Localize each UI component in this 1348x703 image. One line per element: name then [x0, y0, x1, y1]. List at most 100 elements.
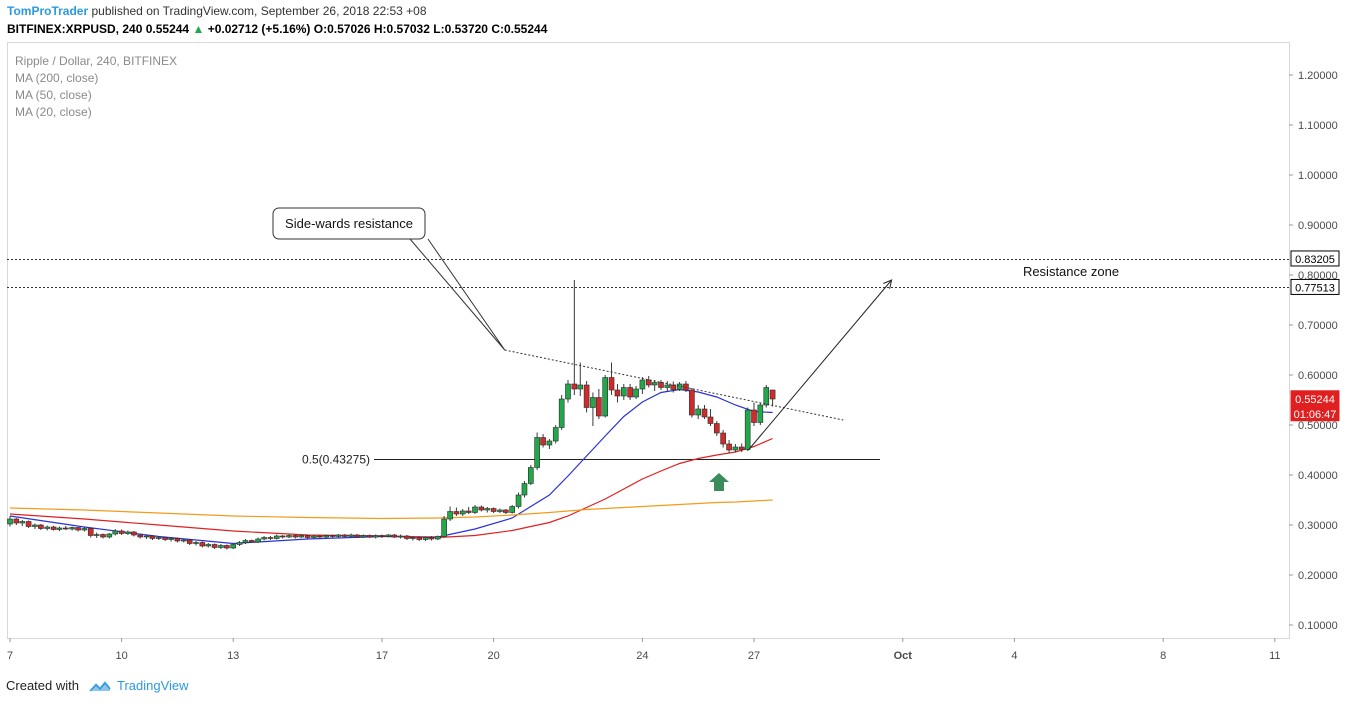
candle-body — [125, 531, 131, 534]
candle-body — [757, 404, 764, 423]
candle-body — [515, 494, 522, 507]
candle-body — [497, 509, 503, 512]
candle-body — [769, 389, 776, 400]
candle-body — [397, 535, 404, 538]
candle-body — [211, 544, 218, 548]
x-tick-label: 4 — [1011, 650, 1017, 662]
callout-text: Side-wards resistance — [285, 216, 413, 231]
close-label: C: — [491, 22, 504, 36]
candle-body — [385, 534, 392, 537]
candle-body — [87, 528, 94, 536]
candle-body — [81, 528, 88, 531]
price-tag-upper-text: 0.83205 — [1295, 254, 1335, 266]
y-tick-label: 0.50000 — [1298, 420, 1338, 432]
up-arrow-icon — [709, 473, 729, 491]
candle-body — [627, 387, 633, 398]
publish-text: published on TradingView.com, September … — [91, 4, 427, 18]
candle-body — [317, 535, 323, 538]
candle-body — [143, 535, 150, 538]
price-change: +0.02712 (+5.16%) — [207, 22, 311, 36]
candle-body — [534, 437, 540, 468]
candle-body — [453, 511, 460, 515]
y-tick-label: 0.10000 — [1298, 620, 1338, 632]
low-value: 0.53720 — [444, 22, 488, 36]
candle-body — [131, 531, 137, 536]
y-tick-label: 1.00000 — [1298, 170, 1338, 182]
study-ma200: MA (200, close) — [15, 71, 99, 85]
candle-body — [311, 535, 317, 538]
y-tick-label: 0.20000 — [1298, 570, 1338, 582]
y-tick-label: 0.40000 — [1298, 470, 1338, 482]
y-tick-label: 0.60000 — [1298, 370, 1338, 382]
x-tick-label: 17 — [376, 650, 388, 662]
candle-body — [422, 537, 429, 540]
candle-body — [224, 545, 230, 549]
candle-body — [751, 409, 757, 423]
candle-body — [434, 536, 441, 540]
study-ma50: MA (50, close) — [15, 88, 92, 102]
candle-body — [571, 383, 578, 390]
candle-body — [286, 535, 292, 538]
x-tick-label: 8 — [1160, 650, 1166, 662]
candle-body — [354, 534, 360, 538]
candle-body — [156, 537, 162, 539]
candle-body — [509, 506, 516, 513]
candle-body — [62, 527, 69, 530]
candle-body — [218, 545, 224, 548]
price-tag-upper: 0.83205 — [1290, 250, 1340, 267]
candle-body — [298, 535, 305, 538]
candle-body — [639, 379, 646, 390]
candle-body — [577, 384, 584, 390]
candle-body — [236, 542, 243, 545]
high-label: H: — [373, 22, 387, 36]
candle-body — [261, 537, 267, 540]
fib-level-label: 0.5(0.43275) — [302, 453, 370, 467]
candle-body — [267, 537, 274, 539]
y-tick-label: 0.90000 — [1298, 220, 1338, 232]
candle-body — [137, 534, 143, 538]
candle-body — [174, 538, 181, 542]
candle-body — [540, 437, 546, 446]
candle-body — [416, 537, 423, 540]
candle-body — [19, 521, 26, 524]
candle-body — [168, 538, 174, 540]
candle-body — [323, 535, 330, 538]
sidewards-resistance-trendline — [504, 349, 844, 421]
candle-body — [112, 530, 119, 535]
moving-average-line — [9, 499, 773, 520]
candle-body — [633, 388, 639, 398]
candle-body — [360, 535, 367, 538]
candle-body — [620, 387, 627, 397]
candle-body — [558, 398, 565, 428]
author-name[interactable]: TomProTrader — [7, 4, 89, 18]
created-with-label: Created with — [6, 678, 79, 693]
x-tick-label: 11 — [1269, 650, 1280, 662]
candle-body — [484, 508, 491, 511]
candle-body — [93, 534, 100, 536]
candle-body — [180, 539, 187, 542]
resistance-zone-label: Resistance zone — [1023, 264, 1119, 279]
candle-body — [341, 534, 348, 537]
candle-body — [273, 535, 280, 539]
candle-body — [25, 521, 32, 527]
candle-body — [465, 510, 472, 513]
price-tag-countdown-bg — [1290, 405, 1340, 422]
candle-body — [707, 416, 714, 424]
candle-body — [379, 535, 385, 537]
candle-body — [69, 527, 75, 530]
moving-average-line — [9, 437, 773, 539]
tradingview-link[interactable]: TradingView — [116, 678, 189, 693]
price-tag-countdown-text: 01:06:47 — [1294, 409, 1337, 421]
price-tag-lower-text: 0.77513 — [1295, 282, 1335, 294]
candle-body — [651, 382, 658, 386]
x-tick-label: 7 — [7, 650, 13, 662]
study-ma20: MA (20, close) — [15, 105, 92, 119]
y-tick-label: 1.10000 — [1298, 120, 1338, 132]
y-tick-label: 0.30000 — [1298, 520, 1338, 532]
study-title: Ripple / Dollar, 240, BITFINEX — [15, 54, 178, 68]
candle-body — [658, 382, 664, 388]
symbol-legend: BITFINEX:XRPUSD, 240 0.55244 ▲ +0.02712 … — [7, 22, 547, 36]
price-tag-current-text: 0.55244 — [1295, 394, 1335, 406]
candle-body — [590, 397, 596, 408]
